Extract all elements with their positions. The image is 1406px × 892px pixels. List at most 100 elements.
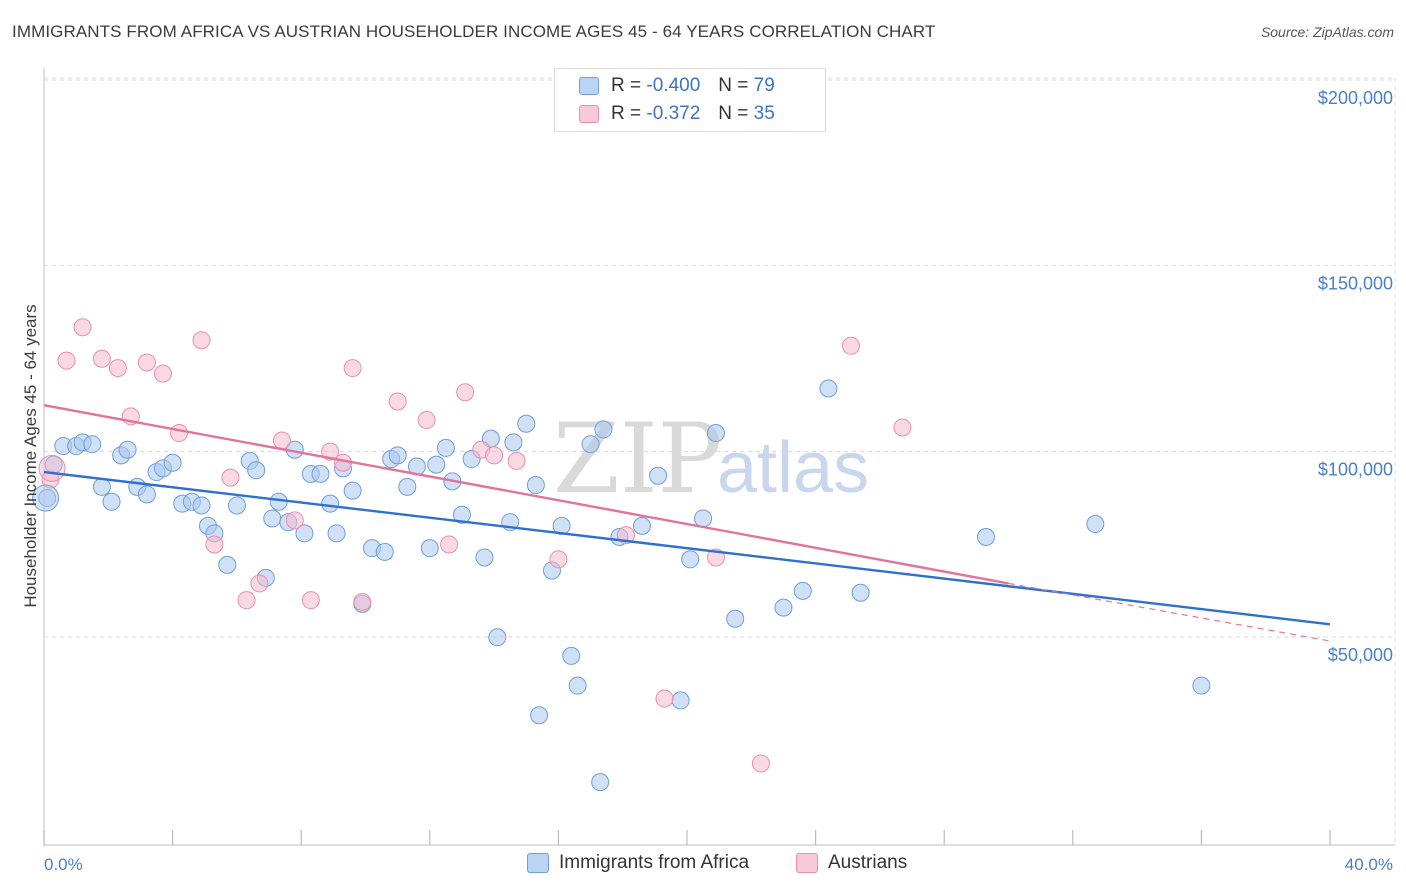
point-immigrants-from-africa bbox=[311, 464, 330, 483]
point-austrians bbox=[655, 689, 674, 708]
point-austrians bbox=[92, 349, 111, 368]
point-immigrants-from-africa bbox=[681, 550, 700, 569]
point-immigrants-from-africa bbox=[475, 548, 494, 567]
y-tick-label: $200,000 bbox=[1318, 88, 1393, 108]
chart-title: IMMIGRANTS FROM AFRICA VS AUSTRIAN HOUSE… bbox=[12, 22, 936, 41]
point-austrians bbox=[205, 535, 224, 554]
point-immigrants-from-africa bbox=[694, 509, 713, 528]
y-axis-label: Householder Income Ages 45 - 64 years bbox=[21, 304, 40, 607]
point-austrians bbox=[841, 336, 860, 355]
point-immigrants-from-africa bbox=[649, 466, 668, 485]
point-austrians bbox=[440, 535, 459, 554]
trend-line-austrians bbox=[43, 404, 1009, 585]
point-austrians bbox=[221, 468, 240, 487]
data-points bbox=[32, 318, 1211, 792]
point-austrians bbox=[137, 353, 156, 372]
series-label-africa: Immigrants from Africa bbox=[559, 852, 750, 873]
point-austrians bbox=[388, 392, 407, 411]
point-austrians bbox=[170, 424, 189, 443]
point-immigrants-from-africa bbox=[504, 433, 523, 452]
point-austrians bbox=[250, 574, 269, 593]
trend-line-africa bbox=[43, 470, 1331, 626]
point-immigrants-from-africa bbox=[591, 773, 610, 792]
legend-r-label: R = bbox=[611, 75, 642, 96]
point-austrians bbox=[108, 359, 127, 378]
trend-lines bbox=[43, 404, 1331, 642]
point-immigrants-from-africa bbox=[819, 379, 838, 398]
point-austrians bbox=[507, 451, 526, 470]
point-immigrants-from-africa bbox=[452, 505, 471, 524]
point-immigrants-from-africa bbox=[327, 524, 346, 543]
point-immigrants-from-africa bbox=[427, 455, 446, 474]
legend-r-value: -0.372 bbox=[646, 103, 701, 124]
point-immigrants-from-africa bbox=[227, 496, 246, 515]
series-legend-africa: Immigrants from Africa bbox=[527, 852, 749, 874]
y-tick-label: $100,000 bbox=[1318, 459, 1393, 479]
point-immigrants-from-africa bbox=[488, 628, 507, 647]
point-austrians bbox=[285, 511, 304, 530]
point-immigrants-from-africa bbox=[375, 542, 394, 561]
legend-n-label: N = bbox=[718, 103, 749, 124]
point-immigrants-from-africa bbox=[247, 461, 266, 480]
legend-row-africa: R = -0.400 N = 79 bbox=[579, 74, 775, 98]
watermark-atlas: atlas bbox=[717, 428, 869, 508]
legend-swatch-africa bbox=[579, 77, 599, 95]
point-immigrants-from-africa bbox=[388, 446, 407, 465]
point-austrians bbox=[321, 442, 340, 461]
point-immigrants-from-africa bbox=[1192, 676, 1211, 695]
point-austrians bbox=[57, 351, 76, 370]
point-austrians bbox=[192, 331, 211, 350]
point-immigrants-from-africa bbox=[192, 496, 211, 515]
point-immigrants-from-africa bbox=[726, 609, 745, 628]
point-immigrants-from-africa bbox=[269, 492, 288, 511]
point-austrians bbox=[456, 383, 475, 402]
axes bbox=[43, 68, 1395, 846]
point-immigrants-from-africa bbox=[517, 414, 536, 433]
x-tick-label-min: 0.0% bbox=[44, 855, 83, 874]
point-immigrants-from-africa bbox=[295, 524, 314, 543]
point-immigrants-from-africa bbox=[420, 539, 439, 558]
legend-r-label: R = bbox=[611, 103, 642, 124]
point-austrians bbox=[301, 591, 320, 610]
point-austrians bbox=[73, 318, 92, 337]
point-austrians bbox=[751, 754, 770, 773]
trend-line-austrians bbox=[1008, 582, 1331, 642]
y-tick-label: $50,000 bbox=[1328, 645, 1393, 665]
point-immigrants-from-africa bbox=[263, 509, 282, 528]
point-immigrants-from-africa bbox=[976, 528, 995, 547]
legend-n-value: 79 bbox=[753, 75, 775, 96]
point-austrians bbox=[549, 550, 568, 569]
point-immigrants-from-africa bbox=[343, 481, 362, 500]
point-immigrants-from-africa bbox=[1086, 515, 1105, 534]
point-austrians bbox=[353, 593, 372, 612]
point-austrians bbox=[38, 454, 66, 482]
point-immigrants-from-africa bbox=[321, 494, 340, 513]
point-immigrants-from-africa bbox=[594, 420, 613, 439]
series-legend-austrians: Austrians bbox=[796, 852, 907, 874]
correlation-legend: R = -0.400 N = 79 R = -0.372 N = 35 bbox=[554, 68, 826, 132]
point-immigrants-from-africa bbox=[218, 555, 237, 574]
point-immigrants-from-africa bbox=[671, 691, 690, 710]
point-immigrants-from-africa bbox=[581, 435, 600, 454]
point-immigrants-from-africa bbox=[118, 440, 137, 459]
source-label: Source: ZipAtlas.com bbox=[1260, 24, 1394, 40]
y-tick-label: $150,000 bbox=[1318, 274, 1393, 294]
series-label-austrians: Austrians bbox=[828, 852, 908, 873]
point-austrians bbox=[485, 446, 504, 465]
legend-r-value: -0.400 bbox=[646, 75, 701, 96]
series-swatch-africa bbox=[527, 853, 549, 873]
point-immigrants-from-africa bbox=[530, 706, 549, 725]
point-immigrants-from-africa bbox=[793, 581, 812, 600]
point-immigrants-from-africa bbox=[32, 484, 60, 512]
legend-swatch-austrians bbox=[579, 105, 599, 123]
point-austrians bbox=[343, 359, 362, 378]
legend-n-label: N = bbox=[718, 75, 749, 96]
point-immigrants-from-africa bbox=[526, 476, 545, 495]
point-immigrants-from-africa bbox=[436, 438, 455, 457]
legend-n-value: 35 bbox=[753, 103, 775, 124]
point-immigrants-from-africa bbox=[562, 646, 581, 665]
point-austrians bbox=[893, 418, 912, 437]
point-immigrants-from-africa bbox=[163, 453, 182, 472]
point-immigrants-from-africa bbox=[398, 477, 417, 496]
